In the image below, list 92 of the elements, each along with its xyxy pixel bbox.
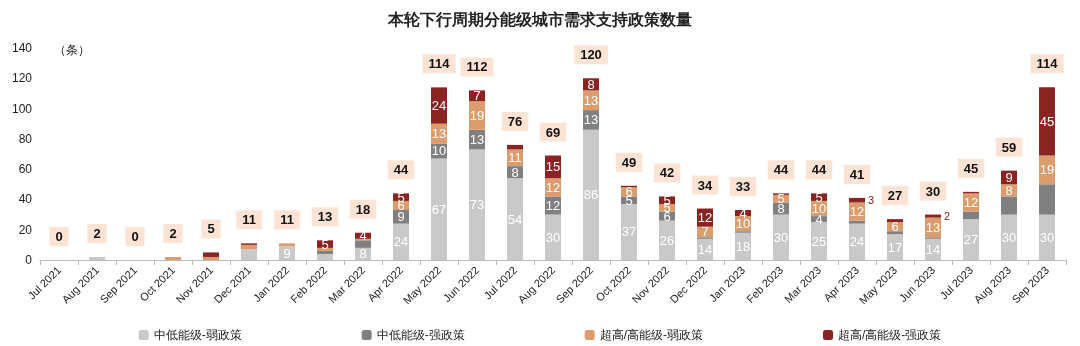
data-label: 3 — [867, 194, 875, 207]
bar — [469, 149, 485, 260]
data-label: 9 — [1005, 169, 1013, 185]
data-label: 12 — [545, 197, 561, 213]
total-label: 45 — [963, 160, 979, 176]
bar — [279, 243, 295, 247]
data-label: 12 — [849, 204, 865, 220]
data-label: 5 — [321, 236, 329, 252]
total-label: 27 — [887, 188, 903, 204]
y-tick-label: 80 — [18, 131, 33, 146]
data-label: 24 — [431, 98, 447, 114]
bar — [963, 211, 979, 220]
bar — [317, 253, 333, 260]
data-label: 15 — [545, 159, 561, 175]
total-label: 11 — [280, 212, 294, 228]
data-label: 13 — [925, 219, 941, 235]
y-tick-label: 60 — [18, 162, 33, 177]
data-label: 19 — [469, 107, 485, 123]
bar — [1039, 184, 1055, 215]
total-label: 49 — [621, 154, 637, 170]
legend-label: 中低能级-弱政策 — [153, 328, 242, 342]
total-label: 2 — [93, 225, 101, 241]
data-label: 2 — [943, 210, 951, 223]
bar — [507, 178, 523, 260]
data-label: 12 — [697, 210, 713, 226]
data-label: 12 — [963, 194, 979, 210]
bar — [165, 256, 181, 260]
y-tick-label: 40 — [18, 192, 33, 207]
total-label: 41 — [849, 166, 865, 182]
legend-label: 超高/高能级-弱政策 — [599, 328, 704, 342]
total-label: 0 — [55, 229, 63, 244]
bar — [203, 252, 219, 257]
total-label: 112 — [466, 59, 488, 75]
data-label: 13 — [431, 126, 447, 142]
data-label: 10 — [431, 143, 447, 159]
total-label: 59 — [1001, 139, 1017, 155]
bar — [963, 219, 979, 260]
bar — [431, 158, 447, 260]
total-label: 114 — [428, 56, 451, 72]
data-label: 12 — [545, 179, 561, 195]
total-label: 42 — [659, 165, 675, 181]
data-label: 7 — [701, 224, 709, 240]
bar — [887, 219, 903, 223]
bar — [849, 220, 865, 224]
data-label: 8 — [587, 76, 595, 92]
bar — [925, 214, 941, 218]
bar — [1001, 196, 1017, 215]
y-tick-label: 20 — [18, 222, 33, 237]
total-label: 120 — [580, 47, 602, 63]
data-label: 11 — [508, 150, 522, 166]
total-label: 34 — [697, 177, 713, 193]
total-label: 18 — [355, 201, 371, 217]
y-tick-label: 120 — [11, 71, 33, 86]
bar — [887, 231, 903, 235]
data-label: 13 — [583, 92, 599, 108]
data-label: 10 — [735, 216, 751, 232]
total-label: 114 — [1036, 56, 1059, 72]
bar — [621, 203, 637, 260]
total-label: 13 — [317, 209, 333, 225]
total-label: 76 — [507, 113, 523, 129]
legend-label: 中低能级-强政策 — [376, 328, 465, 342]
bar — [203, 256, 219, 260]
chart-title: 本轮下行周期分能级城市需求支持政策数量 — [387, 10, 692, 28]
data-label: 19 — [1039, 162, 1055, 178]
total-label: 44 — [811, 162, 827, 178]
bar — [583, 129, 599, 260]
data-label: 13 — [583, 112, 599, 128]
y-tick-label: 140 — [11, 41, 33, 55]
total-label: 0 — [131, 229, 139, 244]
y-tick-label: 100 — [11, 101, 33, 116]
total-label: 30 — [925, 183, 941, 199]
total-label: 2 — [169, 225, 177, 241]
bar — [355, 240, 371, 248]
total-label: 69 — [545, 124, 561, 140]
data-label: 45 — [1039, 113, 1055, 129]
total-label: 44 — [773, 162, 789, 178]
total-label: 11 — [242, 212, 256, 228]
data-label: 6 — [891, 219, 899, 235]
data-label: 8 — [511, 164, 519, 180]
data-label: 7 — [473, 88, 481, 104]
bar — [1039, 87, 1055, 156]
bar — [241, 249, 257, 260]
y-tick-label: 0 — [25, 253, 33, 267]
legend-label: 超高/高能级-强政策 — [838, 328, 942, 342]
total-label: 33 — [735, 179, 751, 195]
y-axis-title: （条） — [54, 43, 90, 57]
data-label: 13 — [469, 132, 485, 148]
total-label: 5 — [207, 221, 215, 237]
data-label: 8 — [1005, 182, 1013, 198]
total-label: 44 — [393, 162, 409, 178]
data-label: 9 — [397, 209, 405, 225]
bar — [89, 256, 105, 260]
